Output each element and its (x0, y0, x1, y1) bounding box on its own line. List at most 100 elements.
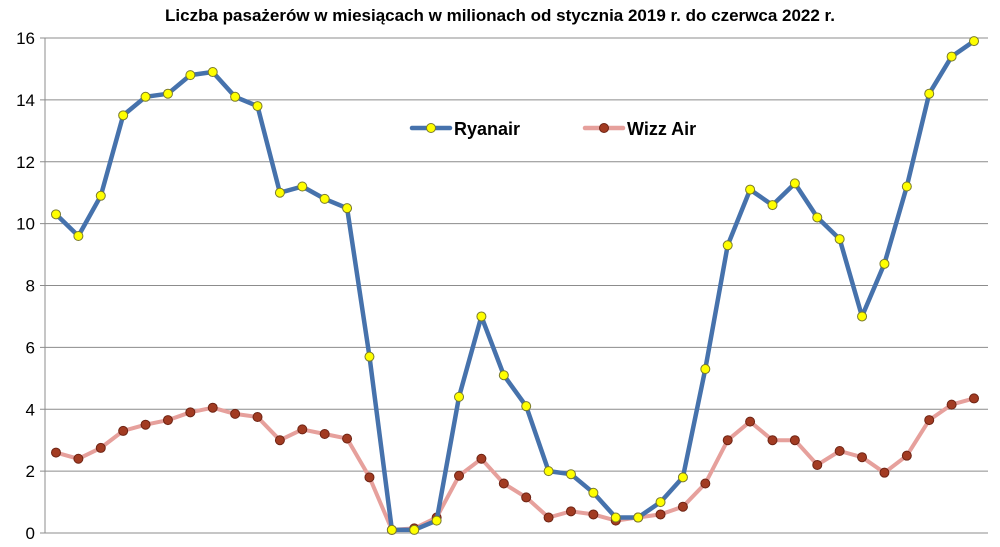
data-point-wizz-air (476, 453, 487, 464)
data-point-ryanair (274, 187, 285, 198)
data-point-ryanair (857, 311, 868, 322)
data-point-ryanair (476, 311, 487, 322)
data-point-wizz-air (901, 450, 912, 461)
data-point-wizz-air (274, 435, 285, 446)
data-point-ryanair (431, 515, 442, 526)
data-point-ryanair (901, 181, 912, 192)
data-point-wizz-air (745, 416, 756, 427)
data-point-ryanair (521, 401, 532, 412)
data-point-wizz-air (677, 501, 688, 512)
y-tick-label: 12 (16, 153, 35, 172)
data-point-ryanair (409, 524, 420, 535)
data-point-ryanair (95, 190, 106, 201)
y-tick-label: 14 (16, 91, 35, 110)
legend-label: Wizz Air (627, 119, 696, 139)
data-point-ryanair (140, 91, 151, 102)
data-point-ryanair (498, 370, 509, 381)
data-point-ryanair (342, 203, 353, 214)
data-point-wizz-air (364, 472, 375, 483)
data-point-ryanair (386, 524, 397, 535)
data-point-wizz-air (946, 399, 957, 410)
data-point-wizz-air (700, 478, 711, 489)
data-point-wizz-air (319, 429, 330, 439)
y-tick-label: 10 (16, 215, 35, 234)
data-point-wizz-air (140, 419, 151, 430)
data-point-ryanair (73, 231, 84, 241)
data-point-wizz-air (73, 453, 84, 464)
data-point-ryanair (677, 472, 688, 483)
data-point-ryanair (364, 351, 375, 362)
data-point-wizz-air (924, 415, 935, 426)
data-point-wizz-air (521, 492, 532, 503)
legend-marker (599, 123, 609, 133)
legend-label: Ryanair (454, 119, 520, 139)
series-wizz-air (51, 393, 979, 535)
data-point-ryanair (230, 91, 241, 102)
data-point-wizz-air (565, 506, 576, 517)
data-point-wizz-air (230, 408, 241, 419)
data-point-ryanair (610, 512, 621, 523)
legend: Ryanair Wizz Air (409, 119, 696, 139)
data-point-ryanair (722, 240, 733, 251)
data-point-wizz-air (118, 425, 129, 436)
data-point-wizz-air (857, 452, 868, 463)
data-point-wizz-air (879, 467, 890, 478)
data-point-wizz-air (812, 459, 823, 470)
gridlines (45, 37, 988, 472)
data-point-wizz-air (834, 446, 845, 457)
data-point-ryanair (454, 391, 465, 402)
data-point-ryanair (162, 88, 173, 99)
data-point-wizz-air (207, 402, 218, 413)
data-point-wizz-air (454, 470, 465, 481)
data-point-ryanair (633, 512, 644, 523)
data-point-wizz-air (767, 435, 778, 446)
data-point-wizz-air (51, 447, 61, 458)
data-point-ryanair (319, 193, 330, 204)
data-point-ryanair (252, 101, 263, 112)
data-point-wizz-air (95, 442, 106, 453)
y-tick-label: 8 (26, 277, 35, 296)
data-point-wizz-air (252, 411, 263, 422)
data-point-ryanair (655, 497, 666, 508)
series-ryanair (51, 36, 979, 535)
data-point-ryanair (834, 234, 845, 245)
y-tick-label: 0 (26, 524, 35, 543)
data-point-ryanair (879, 258, 890, 269)
data-point-ryanair (767, 200, 778, 211)
series-line-wizz-air (54, 396, 976, 532)
y-tick-label: 6 (26, 338, 35, 357)
legend-item-ryanair: Ryanair (409, 119, 520, 139)
data-point-ryanair (745, 184, 756, 195)
data-point-ryanair (789, 178, 800, 189)
series-group (51, 36, 979, 535)
data-point-wizz-air (969, 393, 979, 404)
data-point-wizz-air (498, 478, 509, 489)
data-point-ryanair (118, 110, 129, 121)
y-tick-label: 16 (16, 29, 35, 48)
data-point-ryanair (565, 469, 576, 480)
y-tick-label: 2 (26, 462, 35, 481)
axes: 0 2 4 6 8 10 12 14 16 (16, 29, 988, 543)
legend-item-wizz-air: Wizz Air (582, 119, 696, 139)
data-point-ryanair (924, 88, 935, 99)
y-tick-label: 4 (26, 400, 35, 419)
data-point-wizz-air (722, 435, 733, 446)
chart-title: Liczba pasażerów w miesiącach w milionac… (165, 6, 835, 25)
data-point-wizz-air (655, 509, 666, 520)
data-point-ryanair (185, 70, 196, 81)
data-point-wizz-air (297, 424, 308, 435)
data-point-wizz-air (588, 509, 599, 520)
data-point-ryanair (543, 466, 554, 477)
data-point-wizz-air (543, 512, 554, 523)
data-point-ryanair (297, 181, 308, 192)
data-point-ryanair (946, 51, 957, 62)
data-point-wizz-air (162, 415, 173, 426)
legend-marker (426, 123, 436, 133)
data-point-ryanair (588, 487, 599, 498)
data-point-ryanair (812, 212, 823, 223)
data-point-wizz-air (342, 433, 353, 444)
data-point-ryanair (207, 67, 218, 78)
data-point-wizz-air (185, 407, 196, 418)
